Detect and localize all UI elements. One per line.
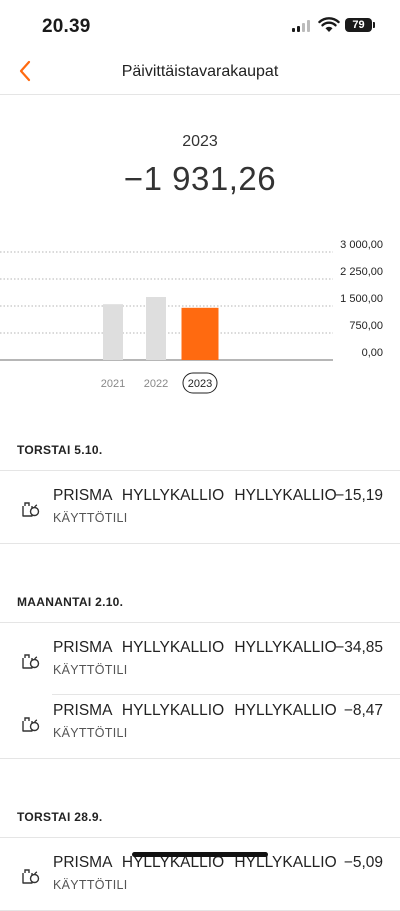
summary-year: 2023 [182,133,218,150]
page-title: Päivittäistavarakaupat [121,63,279,80]
transaction-account: KÄYTTÖTILI [53,726,128,740]
grocery-basket-icon [20,499,40,519]
x-tick-label-2022[interactable]: 2022 [144,378,168,390]
y-tick-label: 2 250,00 [340,266,383,278]
battery-level: 79 [352,19,365,31]
transaction-amount: −15,19 [335,487,383,504]
selected-year-pill [182,372,218,394]
section-date-header: TORSTAI 28.9. [0,799,400,838]
wifi-icon [318,17,340,32]
cellular-signal-icon [292,20,312,32]
x-tick-label-2023[interactable]: 2023 [188,378,212,390]
section-date-header: TORSTAI 5.10. [0,432,400,471]
nav-header: Päivittäistavarakaupat [0,52,400,95]
y-tick-label: 3 000,00 [340,240,383,251]
section-date-label: TORSTAI 5.10. [17,443,103,457]
transaction-row[interactable]: PRISMA HYLLYKALLIO HYLLYKALLIO KÄYTTÖTILI… [0,686,400,759]
grocery-basket-icon [20,651,40,671]
y-tick-label: 1 500,00 [340,293,383,305]
transaction-merchant: PRISMA HYLLYKALLIO HYLLYKALLIO [53,702,337,719]
y-tick-label: 0,00 [362,347,383,359]
transaction-account: KÄYTTÖTILI [53,511,128,525]
section-date-header: MAANANTAI 2.10. [0,584,400,623]
home-indicator [132,852,268,857]
transaction-amount: −5,09 [343,854,383,871]
yearly-bar-chart: 3 000,00 2 250,00 1 500,00 750,00 0,00 2021 20… [0,240,383,394]
status-bar: 20.39 79 [0,0,400,52]
status-time: 20.39 [42,16,91,37]
section-date-label: TORSTAI 28.9. [17,810,103,824]
transaction-amount: −8,47 [343,702,383,719]
transaction-merchant: PRISMA HYLLYKALLIO HYLLYKALLIO [53,639,337,656]
battery-icon: 79 [345,18,375,32]
grocery-basket-icon [20,714,40,734]
chevron-left-icon[interactable] [14,58,38,84]
transaction-merchant: PRISMA HYLLYKALLIO HYLLYKALLIO [53,487,337,504]
transaction-account: KÄYTTÖTILI [53,663,128,677]
grocery-basket-icon [20,866,40,886]
chart-bar-2023[interactable] [181,307,219,360]
transaction-row[interactable]: PRISMA HYLLYKALLIO HYLLYKALLIO KÄYTTÖTILI… [0,838,400,911]
y-tick-label: 750,00 [349,320,383,332]
yearly-chart: 3 000,00 2 250,00 1 500,00 750,00 0,00 2021 20… [0,240,400,400]
row-divider [52,694,400,695]
section-date-label: MAANANTAI 2.10. [17,595,124,609]
summary-total: −1 931,26 [123,160,277,197]
transaction-amount: −34,85 [335,639,383,656]
chart-bar-2021[interactable] [103,304,123,360]
transaction-row[interactable]: PRISMA HYLLYKALLIO HYLLYKALLIO KÄYTTÖTILI… [0,623,400,695]
transaction-row[interactable]: PRISMA HYLLYKALLIO HYLLYKALLIO KÄYTTÖTILI… [0,471,400,544]
x-tick-label-2021[interactable]: 2021 [101,378,125,390]
transaction-account: KÄYTTÖTILI [53,878,128,892]
chart-bar-2022[interactable] [146,297,166,360]
